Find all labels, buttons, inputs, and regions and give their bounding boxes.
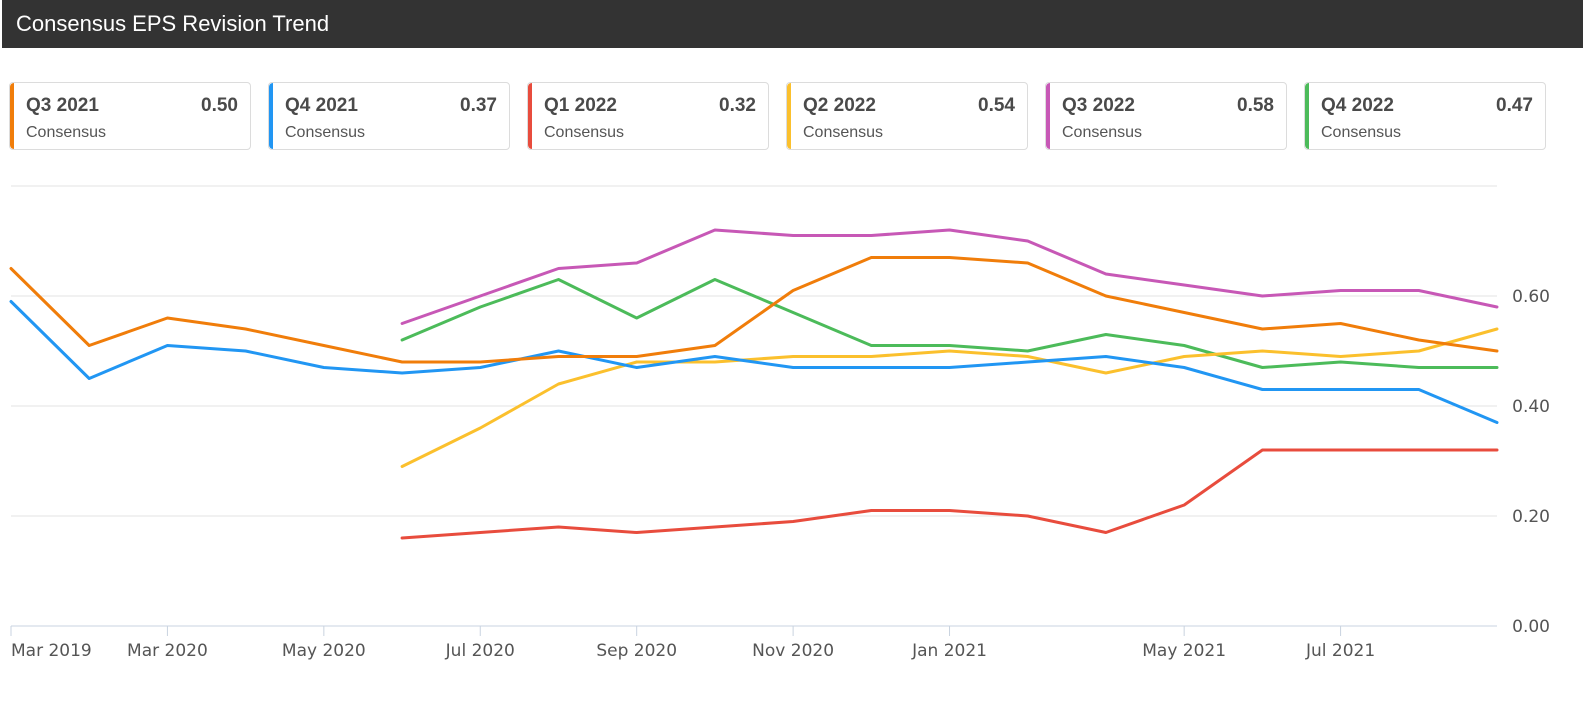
header-bar: Consensus EPS Revision Trend xyxy=(2,0,1583,48)
card-name: Q2 2022 xyxy=(803,95,876,116)
card-accent xyxy=(787,83,791,149)
series-line-q2-2022 xyxy=(400,327,1499,468)
card-value: 0.54 xyxy=(978,95,1015,116)
x-tick-label: Sep 2020 xyxy=(596,641,677,661)
y-tick-label: 0.60 xyxy=(1512,287,1550,307)
series-line-q3-2022 xyxy=(400,228,1499,325)
legend-card-q3-2021[interactable]: Q3 2021 0.50 Consensus xyxy=(9,82,251,150)
series-line-q4-2022 xyxy=(400,278,1499,369)
card-sub: Consensus xyxy=(544,124,625,141)
card-sub: Consensus xyxy=(285,124,366,141)
series-line-q3-2021 xyxy=(9,256,1499,364)
card-value: 0.37 xyxy=(460,95,497,116)
x-tick-label: Mar 2020 xyxy=(127,641,208,661)
card-accent xyxy=(10,83,14,149)
card-sub: Consensus xyxy=(26,124,107,141)
chart-series-group xyxy=(9,228,1499,540)
card-accent xyxy=(269,83,273,149)
x-tick-label: Nov 2020 xyxy=(752,641,834,661)
chart-axes: 0.00 0.20 0.40 0.60 Mar 2019 Mar 2020 May 2020… xyxy=(10,287,1550,661)
series-line-q1-2022 xyxy=(400,448,1499,540)
card-name: Q3 2021 xyxy=(26,95,99,116)
card-name: Q4 2021 xyxy=(285,95,358,116)
card-sub: Consensus xyxy=(1062,124,1143,141)
x-tick-label: Jan 2021 xyxy=(911,641,987,661)
card-sub: Consensus xyxy=(1321,124,1402,141)
x-tick-label: Jul 2020 xyxy=(445,641,515,661)
legend-card-q4-2021[interactable]: Q4 2021 0.37 Consensus xyxy=(268,82,510,150)
y-tick-label: 0.00 xyxy=(1512,617,1550,637)
card-accent xyxy=(1305,83,1309,149)
x-tick-label: May 2020 xyxy=(282,641,366,661)
x-tick-label: Jul 2021 xyxy=(1305,641,1375,661)
x-tick-label: May 2021 xyxy=(1142,641,1226,661)
y-tick-label: 0.40 xyxy=(1512,397,1550,417)
card-value: 0.47 xyxy=(1496,95,1533,116)
card-name: Q4 2022 xyxy=(1321,95,1394,116)
card-value: 0.32 xyxy=(719,95,756,116)
legend-card-q4-2022[interactable]: Q4 2022 0.47 Consensus xyxy=(1304,82,1546,150)
legend-cards: Q3 2021 0.50 Consensus Q4 2021 0.37 Cons… xyxy=(9,82,1546,150)
card-accent xyxy=(528,83,532,149)
eps-line-chart: 0.00 0.20 0.40 0.60 Mar 2019 Mar 2020 May 2020… xyxy=(9,185,1550,661)
y-tick-label: 0.20 xyxy=(1512,507,1550,527)
page-title: Consensus EPS Revision Trend xyxy=(16,11,330,36)
card-accent xyxy=(1046,83,1050,149)
legend-card-q2-2022[interactable]: Q2 2022 0.54 Consensus xyxy=(786,82,1028,150)
card-value: 0.50 xyxy=(201,95,238,116)
legend-card-q1-2022[interactable]: Q1 2022 0.32 Consensus xyxy=(527,82,769,150)
legend-card-q3-2022[interactable]: Q3 2022 0.58 Consensus xyxy=(1045,82,1287,150)
chart-gridlines xyxy=(11,185,1497,627)
card-value: 0.58 xyxy=(1237,95,1274,116)
card-name: Q1 2022 xyxy=(544,95,617,116)
card-sub: Consensus xyxy=(803,124,884,141)
series-line-q4-2021 xyxy=(9,300,1499,424)
x-tick-label: Mar 2019 xyxy=(11,641,92,661)
card-name: Q3 2022 xyxy=(1062,95,1135,116)
